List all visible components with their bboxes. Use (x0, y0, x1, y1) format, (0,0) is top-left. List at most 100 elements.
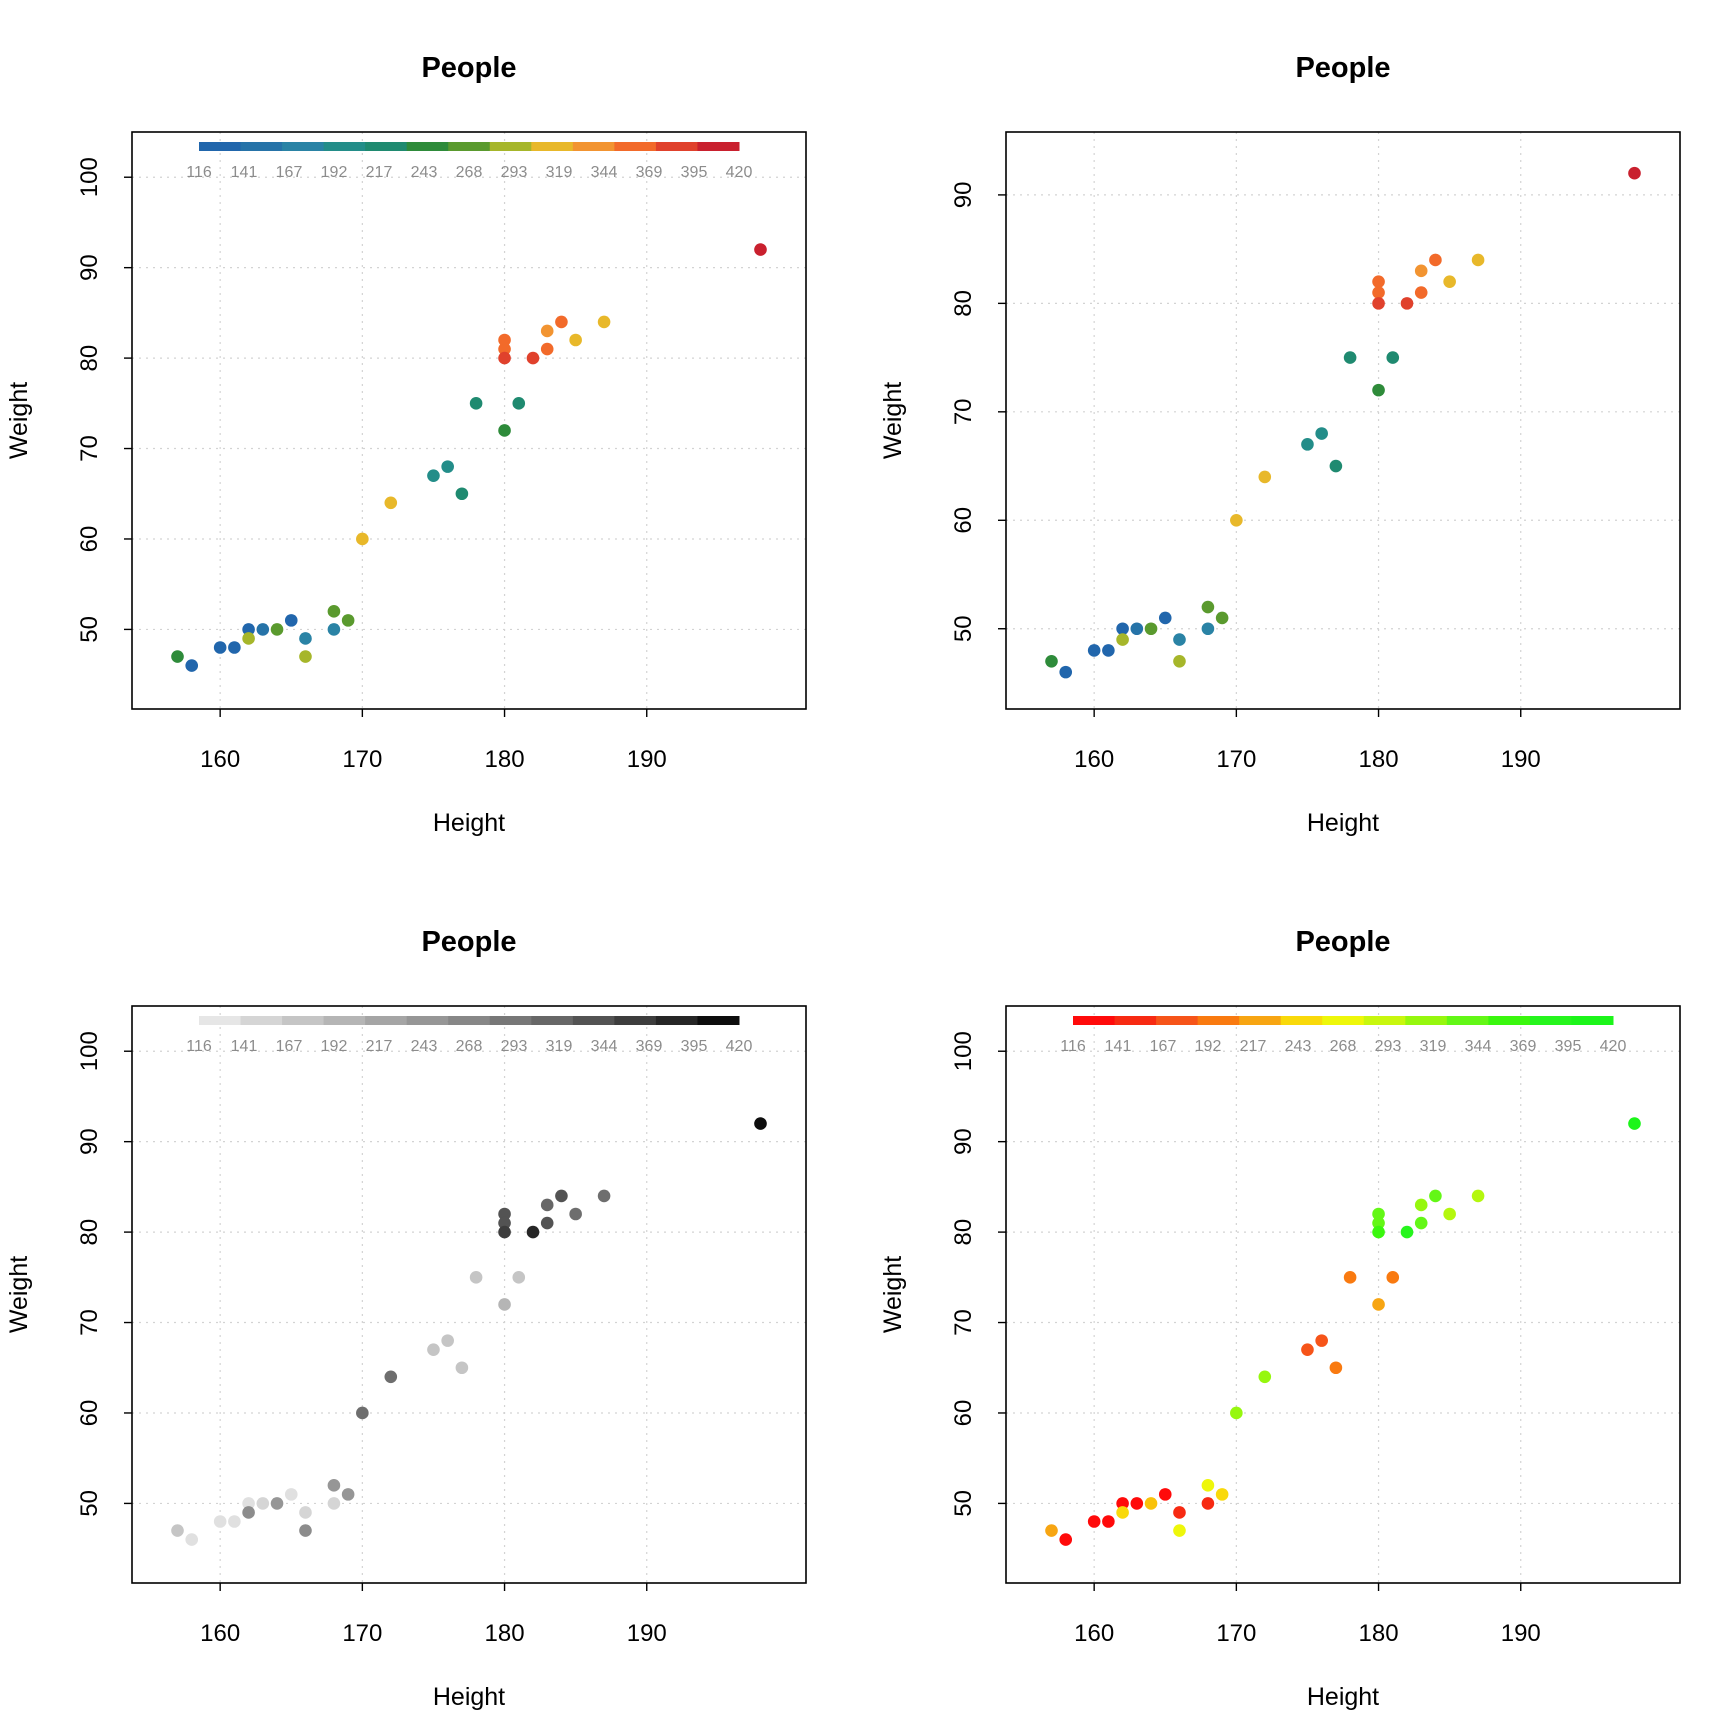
legend-color-swatch (448, 142, 491, 151)
data-point (1443, 1207, 1456, 1221)
y-tick-label: 100 (76, 157, 103, 197)
data-point (512, 397, 526, 410)
data-point (1201, 600, 1215, 614)
data-point (1429, 1189, 1442, 1203)
y-tick-label: 60 (76, 1400, 103, 1427)
legend-color-swatch (282, 1016, 325, 1025)
legend-color-swatch (1073, 1016, 1116, 1025)
y-tick-label: 70 (76, 435, 103, 462)
legend-color-swatch (531, 1016, 574, 1025)
y-axis-label: Weight (5, 382, 33, 459)
data-point (1343, 1271, 1357, 1284)
legend-color-swatch (1197, 1016, 1240, 1025)
data-point (1628, 166, 1641, 180)
x-tick-label: 160 (1074, 746, 1114, 773)
data-point (1372, 1216, 1385, 1230)
legend-tick-label: 293 (1375, 1038, 1402, 1055)
data-point (1215, 611, 1229, 625)
legend-color-swatch (199, 142, 242, 151)
data-point (1173, 633, 1186, 646)
y-tick-label: 60 (76, 526, 103, 553)
data-point (1201, 1479, 1215, 1492)
legend-color-swatch (365, 1016, 408, 1025)
data-point (384, 1370, 398, 1384)
legend-tick-label: 141 (231, 1038, 258, 1055)
data-point (1414, 1198, 1428, 1212)
data-point (228, 1515, 241, 1528)
data-point (1102, 644, 1115, 657)
data-point (341, 1488, 355, 1501)
data-point (1116, 1506, 1129, 1519)
x-axis-label: Height (433, 1683, 505, 1711)
legend-tick-label: 167 (1150, 1038, 1177, 1055)
legend-tick-label: 116 (186, 1038, 212, 1055)
data-point (1116, 633, 1129, 646)
data-point (1471, 1189, 1485, 1203)
legend-tick-label: 344 (591, 164, 618, 181)
data-point (441, 1334, 454, 1347)
data-point (498, 1225, 511, 1239)
data-point (526, 1225, 540, 1239)
data-point (1443, 275, 1456, 288)
x-tick-label: 180 (485, 1620, 525, 1647)
data-point (754, 1117, 767, 1130)
data-point (1329, 1361, 1343, 1375)
data-point (1087, 1515, 1101, 1528)
y-axis-label: Weight (879, 382, 907, 459)
data-point (299, 650, 312, 663)
data-point (441, 460, 454, 473)
data-point (1372, 1207, 1385, 1221)
legend-tick-label: 420 (1600, 1038, 1627, 1055)
data-point (1173, 1506, 1186, 1519)
data-point (213, 1515, 227, 1528)
legend-tick-label: 344 (591, 1038, 618, 1055)
data-point (284, 1488, 298, 1501)
legend-tick-label: 293 (501, 1038, 528, 1055)
data-point (469, 397, 483, 410)
legend-color-swatch (1405, 1016, 1448, 1025)
y-tick-label: 50 (950, 615, 977, 642)
data-point (1301, 438, 1314, 451)
data-point (270, 1497, 284, 1510)
data-point (327, 605, 341, 618)
data-point (540, 324, 554, 338)
data-point (1215, 1488, 1229, 1501)
data-point (213, 641, 227, 654)
legend-color-swatch (1114, 1016, 1157, 1025)
legend-color-swatch (489, 142, 532, 151)
y-tick-label: 50 (76, 1490, 103, 1517)
x-axis-label: Height (1307, 809, 1379, 837)
legend-tick-label: 116 (186, 164, 212, 181)
data-point (1173, 654, 1186, 668)
legend-color-swatch (655, 1016, 698, 1025)
data-point (1372, 275, 1385, 288)
legend-tick-label: 420 (726, 164, 753, 181)
y-tick-label: 90 (950, 182, 977, 209)
legend-tick-label: 344 (1465, 1038, 1492, 1055)
data-point (1059, 665, 1073, 679)
legend-tick-label: 268 (1330, 1038, 1357, 1055)
x-tick-label: 160 (200, 1620, 240, 1647)
data-point (171, 1524, 184, 1537)
data-point (498, 1207, 511, 1221)
data-point (242, 623, 255, 636)
data-point (1258, 1370, 1272, 1384)
legend-color-swatch (282, 142, 325, 151)
data-point (455, 1361, 469, 1375)
x-tick-label: 190 (627, 1620, 667, 1647)
data-point (1315, 1334, 1328, 1347)
y-tick-label: 80 (76, 345, 103, 372)
y-tick-label: 90 (76, 254, 103, 281)
y-tick-label: 100 (950, 1031, 977, 1071)
x-axis-label: Height (1307, 1683, 1379, 1711)
legend-color-swatch (655, 142, 698, 151)
plot-frame (131, 1005, 807, 1584)
legend-tick-label: 395 (681, 1038, 708, 1055)
data-point (1130, 1497, 1144, 1510)
data-point (1230, 513, 1243, 527)
data-point (1144, 622, 1158, 636)
data-point (299, 1524, 312, 1537)
data-point (1372, 383, 1385, 397)
data-point (597, 1189, 611, 1203)
legend-tick-label: 141 (1105, 1038, 1132, 1055)
